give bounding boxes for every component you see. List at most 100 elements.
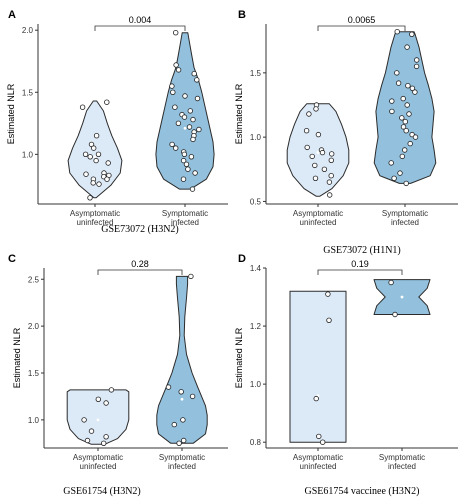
data-point bbox=[83, 171, 89, 177]
data-point bbox=[402, 147, 408, 153]
data-point bbox=[405, 82, 411, 89]
x-tick-label: Asymptomatic uninfected bbox=[293, 209, 343, 227]
x-tick-label: Asymptomatic uninfected bbox=[293, 453, 343, 471]
data-point bbox=[188, 154, 195, 160]
data-point bbox=[93, 132, 100, 139]
violin-0 bbox=[289, 290, 347, 443]
y-tick-label: 1.2 bbox=[250, 322, 262, 331]
data-point bbox=[171, 421, 177, 428]
data-point bbox=[395, 80, 402, 86]
data-point bbox=[180, 417, 186, 423]
violin-1 bbox=[155, 32, 215, 190]
data-point bbox=[319, 149, 326, 156]
data-point bbox=[108, 387, 115, 393]
y-tick-label: 1.0 bbox=[22, 150, 34, 159]
x-tick-line: Symptomatic bbox=[382, 209, 428, 218]
data-point bbox=[399, 153, 405, 160]
data-point bbox=[81, 417, 87, 423]
mean-marker bbox=[316, 151, 320, 154]
y-tick-label: 2.5 bbox=[28, 275, 40, 284]
data-point bbox=[315, 131, 322, 138]
data-point bbox=[327, 192, 333, 198]
mean-marker bbox=[93, 155, 97, 159]
panel-letter: B bbox=[238, 9, 246, 21]
data-point bbox=[394, 70, 400, 76]
y-axis-label: Estimated NLR bbox=[6, 83, 16, 144]
data-point bbox=[90, 180, 96, 186]
x-tick-line: infected bbox=[391, 218, 419, 227]
data-point bbox=[180, 437, 187, 444]
data-point bbox=[312, 162, 318, 169]
x-tick-line: infected bbox=[171, 218, 199, 227]
significance-bracket bbox=[97, 269, 183, 275]
data-point bbox=[175, 120, 182, 126]
data-point bbox=[409, 85, 416, 91]
y-axis-label: Estimated NLR bbox=[234, 83, 244, 144]
data-point bbox=[90, 145, 97, 151]
data-point bbox=[192, 170, 198, 176]
data-point bbox=[400, 124, 407, 130]
data-point bbox=[180, 157, 187, 164]
data-point bbox=[105, 160, 111, 166]
data-point bbox=[87, 154, 93, 160]
x-tick-line: Asymptomatic bbox=[73, 453, 123, 462]
x-tick-line: Asymptomatic bbox=[70, 209, 120, 218]
data-point bbox=[400, 95, 406, 102]
data-point bbox=[397, 170, 403, 176]
p-value-label: 0.19 bbox=[351, 259, 369, 269]
x-tick-label: Asymptomatic uninfected bbox=[73, 453, 123, 471]
data-point bbox=[96, 181, 102, 187]
data-point bbox=[407, 140, 413, 147]
data-point bbox=[306, 111, 312, 117]
data-point bbox=[403, 180, 409, 187]
mean-marker bbox=[400, 295, 404, 299]
data-point bbox=[402, 118, 408, 125]
data-point bbox=[172, 145, 179, 151]
panel-letter: D bbox=[238, 253, 246, 265]
data-point bbox=[103, 400, 109, 406]
data-point bbox=[183, 161, 190, 167]
data-point bbox=[326, 317, 332, 323]
data-point bbox=[181, 114, 188, 120]
y-tick-label: 1.0 bbox=[250, 380, 262, 389]
p-value-label: 0.004 bbox=[129, 15, 152, 25]
data-point bbox=[169, 83, 175, 89]
data-point bbox=[313, 395, 319, 402]
data-point bbox=[82, 151, 89, 157]
panel-letter: A bbox=[8, 9, 16, 21]
x-tick-label: Asymptomatic uninfected bbox=[70, 209, 120, 227]
data-point bbox=[304, 144, 310, 151]
data-point bbox=[412, 134, 419, 140]
data-point bbox=[303, 127, 310, 134]
data-point bbox=[403, 127, 409, 134]
data-point bbox=[414, 57, 420, 63]
violin-0 bbox=[66, 389, 130, 445]
p-value-label: 0.28 bbox=[131, 259, 149, 269]
panel-d: D 0.8 1.0 1.2 1.4 Estimated NLR Asymptomatic un… bbox=[234, 253, 458, 497]
data-point bbox=[389, 108, 395, 115]
data-point bbox=[312, 175, 319, 181]
data-point bbox=[388, 279, 394, 286]
x-tick-line: uninfected bbox=[300, 462, 337, 471]
data-point bbox=[412, 89, 418, 95]
x-tick-line: Symptomatic bbox=[159, 453, 205, 462]
data-point bbox=[392, 311, 398, 318]
data-point bbox=[176, 440, 182, 446]
y-axis-label: Estimated NLR bbox=[234, 327, 244, 388]
dataset-caption: GSE61754 (H3N2) bbox=[63, 486, 141, 497]
data-point bbox=[406, 111, 412, 117]
y-tick-label: 0.8 bbox=[250, 438, 262, 447]
y-tick-label: 2.0 bbox=[28, 322, 40, 331]
panel-b: B 0.5 1.0 1.5 Estimated NLR Asymptomatic uninf… bbox=[234, 9, 458, 256]
panel-letter: C bbox=[8, 253, 16, 265]
x-tick-line: Asymptomatic bbox=[293, 209, 343, 218]
y-tick-label: 0.5 bbox=[250, 197, 262, 206]
x-tick-label: Symptomatic infected bbox=[162, 209, 208, 227]
data-point bbox=[194, 77, 200, 83]
data-point bbox=[181, 151, 188, 157]
violin-1 bbox=[373, 31, 437, 184]
mean-marker bbox=[96, 418, 100, 422]
data-point bbox=[172, 104, 178, 110]
data-point bbox=[182, 93, 188, 99]
data-point bbox=[389, 98, 395, 104]
